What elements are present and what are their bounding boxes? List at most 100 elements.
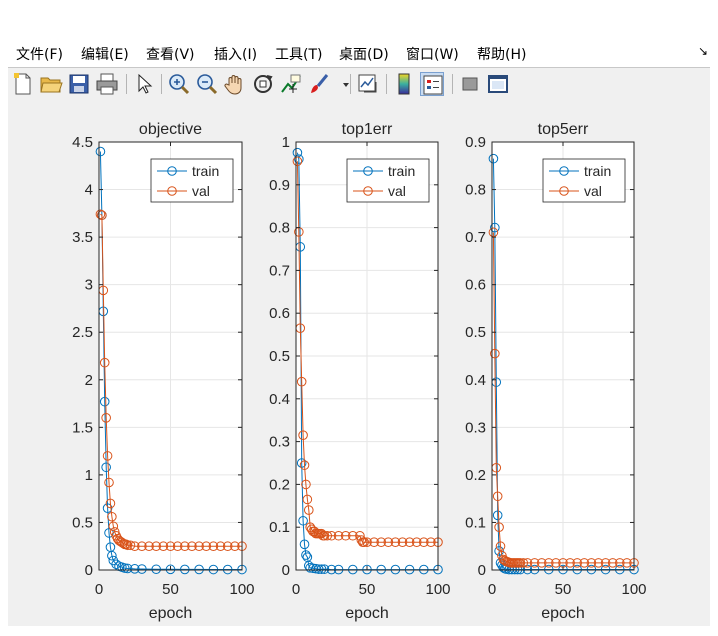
hide-plot-tools-icon[interactable] [458, 72, 482, 96]
y-tick-label: 0 [478, 562, 486, 579]
data-point-val [316, 528, 327, 539]
legend-label-val: val [584, 183, 602, 199]
data-point-val [319, 530, 330, 541]
data-point-val [356, 535, 367, 545]
data-point-train [119, 563, 130, 573]
y-tick-label: 1.5 [72, 419, 93, 436]
series-val [95, 209, 247, 552]
data-point-val [544, 558, 554, 568]
zoom-out-icon[interactable] [195, 72, 219, 96]
data-point-train [137, 564, 147, 574]
data-point-val [97, 210, 107, 221]
data-point-val [95, 209, 106, 220]
link-plot-icon[interactable] [356, 72, 380, 96]
figure-canvas: 00.511.522.533.544.50 50 100objectiveepoch… [72, 121, 646, 622]
menu-insert[interactable]: 插入(I) [214, 47, 258, 63]
data-point-val [397, 537, 408, 547]
legend-box[interactable] [346, 158, 430, 203]
pan-hand-icon[interactable] [223, 72, 247, 96]
data-point-val [492, 491, 503, 502]
legend[interactable]: train val [150, 158, 234, 203]
y-tick-label: 1 [282, 134, 290, 151]
x-tick-label: 50 [162, 581, 179, 598]
legend[interactable]: train val [542, 158, 626, 203]
y-tick-label: 0.1 [269, 519, 290, 536]
legend-icon[interactable] [420, 72, 444, 96]
menu-view[interactable]: 查看(V) [146, 47, 195, 63]
data-point-val [411, 537, 422, 547]
x-axis-label: epoch [345, 605, 389, 622]
undock-arrow-icon[interactable]: ↘ [697, 44, 708, 58]
legend-marker-train [559, 166, 569, 176]
menu-desktop[interactable]: 桌面(D) [339, 47, 389, 63]
menu-edit[interactable]: 编辑(E) [81, 47, 129, 63]
data-point-val [158, 541, 169, 552]
data-point-val [151, 541, 161, 552]
data-point-val [359, 537, 369, 547]
data-point-train [319, 564, 330, 574]
data-point-val [298, 430, 308, 440]
menu-file[interactable]: 文件(F) [16, 47, 63, 63]
data-point-val [622, 558, 632, 568]
new-file-icon[interactable] [11, 72, 35, 96]
y-tick-label: 0.5 [269, 348, 290, 365]
x-tick-label: 0 [488, 581, 496, 598]
legend-marker-train [167, 166, 177, 176]
data-point-val [495, 541, 506, 552]
axis-title: top5err [538, 121, 589, 138]
subplot-objective[interactable]: 0 0.5 1 1.5 2 2.5 3 3.5 4 4.5 0 50 100 objective epoch… [72, 121, 254, 622]
colorbar-icon[interactable] [392, 72, 416, 96]
data-point-val [369, 537, 379, 547]
y-tick-label: 4 [85, 182, 93, 199]
data-point-val [551, 558, 561, 568]
toolbar-separator [126, 74, 127, 94]
rotate-3d-icon[interactable] [251, 72, 275, 96]
show-plot-tools-icon[interactable] [486, 72, 510, 96]
data-point-val [194, 541, 204, 552]
menu-window[interactable]: 窗口(W) [406, 47, 459, 63]
menu-tools[interactable]: 工具(T) [275, 47, 323, 63]
data-point-train [298, 515, 308, 526]
legend[interactable]: train val [346, 158, 430, 203]
x-tick-label: 100 [425, 581, 450, 598]
data-point-val [615, 558, 625, 568]
data-point-val [222, 541, 233, 552]
data-point-val [333, 530, 344, 541]
x-tick-label: 100 [229, 581, 254, 598]
open-folder-icon[interactable] [39, 72, 63, 96]
data-point-val [301, 479, 311, 490]
data-point-val [586, 558, 597, 568]
zoom-in-icon[interactable] [167, 72, 191, 96]
brush-icon[interactable] [307, 72, 331, 96]
data-cursor-icon[interactable] [279, 72, 303, 96]
y-tick-label: 0.9 [269, 177, 290, 194]
legend-box[interactable] [542, 158, 626, 203]
y-tick-label: 0 [282, 562, 290, 579]
data-point-val [108, 521, 119, 532]
data-point-train [488, 153, 499, 164]
data-point-train [490, 222, 500, 233]
menu-help[interactable]: 帮助(H) [477, 47, 527, 63]
data-point-val [383, 537, 394, 547]
save-icon[interactable] [67, 72, 91, 96]
brush-dropdown-icon[interactable] [334, 72, 349, 96]
data-point-val [296, 376, 307, 387]
data-point-val [101, 413, 111, 423]
y-tick-label: 0.7 [269, 262, 290, 279]
data-point-val [125, 540, 136, 551]
subplot-top5err[interactable]: 0 0.1 0.2 0.3 0.4 0.5 0.6 0.7 0.8 0.9 0 50 100 top5er… [465, 121, 646, 622]
menu-bar: 文件(F) 编辑(E) 查看(V) 插入(I) 工具(T) 桌面(D) 窗口(W… [0, 40, 718, 66]
data-point-val [419, 537, 429, 547]
data-point-val [201, 541, 212, 552]
x-tick-label: 0 [292, 581, 300, 598]
data-point-train [151, 564, 161, 575]
pointer-icon[interactable] [132, 72, 156, 96]
data-point-val [99, 357, 110, 368]
data-point-val [129, 541, 140, 552]
y-tick-label: 0.6 [269, 305, 290, 322]
series-val [488, 227, 639, 568]
subplot-top1err[interactable]: 0 0.1 0.2 0.3 0.4 0.5 0.6 0.7 0.8 0.9 1 0 50 100 top1e… [269, 121, 450, 622]
legend-box[interactable] [150, 158, 234, 203]
print-icon[interactable] [95, 72, 119, 96]
data-point-val [572, 558, 583, 568]
